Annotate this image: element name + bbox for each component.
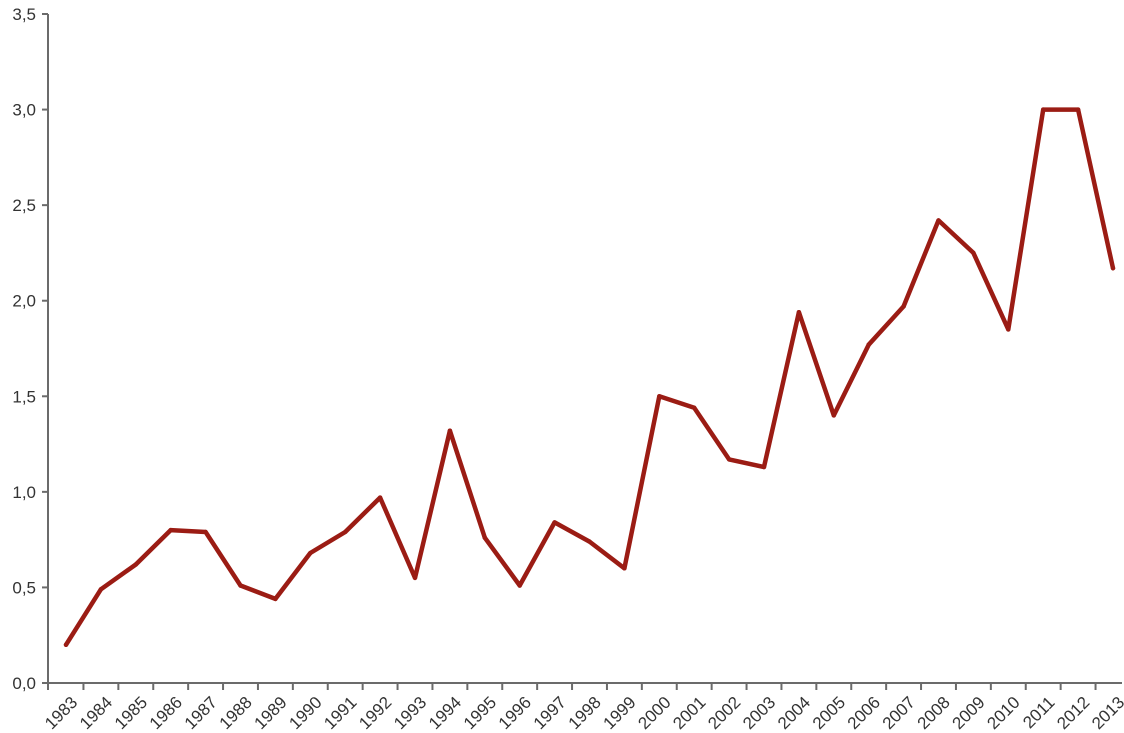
x-tick-label: 2004 [774,693,814,733]
x-tick-label: 1991 [320,693,360,733]
data-point [273,596,278,602]
data-point [377,495,383,500]
data-point [482,535,487,540]
data-point [971,250,976,256]
x-tick-label: 1986 [146,693,186,733]
x-tick-label: 1987 [181,693,221,733]
data-point [936,218,941,223]
data-point [901,304,906,309]
data-point [692,405,697,410]
x-tick-label: 2013 [1088,693,1124,733]
data-point [587,539,592,544]
series-line [63,107,1116,648]
data-point [1110,266,1116,271]
x-tick-label: 1995 [460,693,500,733]
data-point [98,587,104,592]
x-tick-label: 1989 [251,693,291,733]
x-tick-label: 1993 [390,693,430,733]
data-point [622,566,627,571]
y-tick-label: 1,0 [12,483,36,502]
x-axis: 1983198419851986198719881989199019911992… [41,682,1124,733]
y-axis: 0,0 0,5 1,0 1,5 2,0 2,5 3,0 3,5 [12,5,49,693]
data-point [343,529,348,535]
x-tick-label: 1988 [216,693,256,733]
data-point [657,394,662,399]
y-tick-label: 2,0 [12,292,36,311]
data-point [238,583,243,588]
data-point [1041,107,1046,112]
data-point [133,562,138,567]
x-tick-label: 2001 [669,693,709,733]
x-tick-label: 1983 [41,693,81,733]
x-tick-label: 2008 [914,693,954,733]
x-tick-label: 1996 [495,693,535,733]
data-point [447,428,453,433]
x-tick-label: 2009 [949,693,989,733]
series-group [63,107,1116,648]
y-tick-label: 3,0 [12,101,36,120]
x-tick-label: 2000 [634,693,674,733]
x-tick-label: 2003 [739,693,779,733]
y-tick-label: 2,5 [12,196,36,215]
data-point [63,642,69,647]
x-tick-label: 2010 [983,693,1023,733]
data-point [168,527,173,533]
data-point [517,583,522,588]
x-tick-label: 1994 [425,693,465,733]
data-point [831,413,836,418]
y-tick-label: 3,5 [12,5,36,24]
x-tick-label: 1997 [530,693,570,733]
data-point [412,575,418,581]
x-tick-label: 2011 [1019,693,1058,732]
x-tick-label: 1998 [565,693,605,733]
data-point [726,457,732,462]
y-tick-label: 0,5 [12,578,36,597]
x-tick-label: 1992 [355,693,395,733]
data-point [866,342,871,347]
x-tick-label: 2005 [809,693,849,733]
x-tick-label: 1999 [600,693,640,733]
x-tick-label: 2007 [879,693,919,733]
x-tick-label: 1985 [111,693,151,733]
data-point [308,550,313,556]
x-tick-label: 1984 [76,693,116,733]
x-tick-label: 2012 [1053,693,1093,733]
data-point [203,529,208,535]
x-tick-label: 2006 [844,693,884,733]
data-point [552,520,557,525]
data-point [1075,107,1081,112]
data-point [761,464,767,470]
y-tick-label: 0,0 [12,674,36,693]
data-point [1006,327,1011,332]
x-tick-label: 2002 [704,693,744,733]
x-tick-label: 1990 [285,693,325,733]
data-point [796,309,802,315]
y-tick-label: 1,5 [12,387,36,406]
